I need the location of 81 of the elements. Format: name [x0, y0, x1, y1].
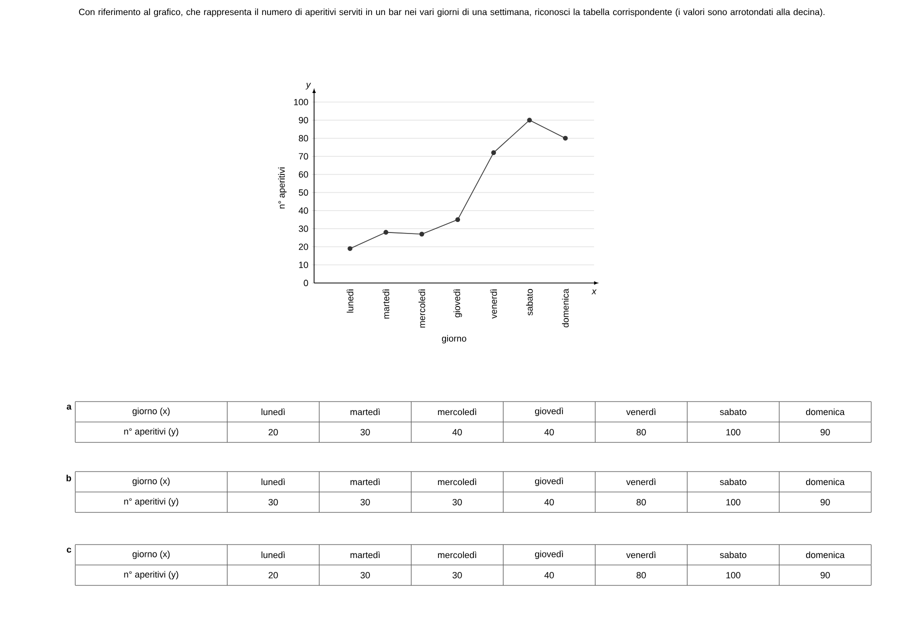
x-tick-label: giovedì: [453, 289, 462, 318]
x-tick-label: martedì: [382, 289, 390, 319]
y-tick-label: 60: [298, 171, 308, 178]
point: [384, 230, 388, 235]
text: 30: [268, 498, 278, 506]
text: 40: [544, 428, 554, 436]
point: [419, 232, 424, 237]
x-tick-label: sabato: [526, 289, 533, 316]
text: 30: [452, 572, 462, 578]
text: lunedì: [262, 478, 285, 486]
x-tick-label: venerdì: [490, 289, 497, 319]
y-tick-label: 20: [298, 244, 308, 250]
text: giorno (x): [132, 478, 170, 486]
x-tick-label: mercoledì: [418, 289, 426, 328]
text: martedì: [350, 408, 380, 416]
text: c: [66, 548, 72, 553]
text: giorno (x): [132, 408, 170, 416]
y-tick-label: 0: [304, 280, 308, 286]
text: 80: [636, 428, 646, 436]
text: 90: [820, 572, 830, 578]
point: [455, 217, 460, 222]
text: 90: [820, 498, 830, 506]
text: domenica: [806, 408, 845, 416]
text: venerdì: [626, 551, 656, 558]
text: 100: [726, 428, 740, 436]
point: [562, 136, 568, 141]
text: 30: [452, 498, 462, 506]
text: sabato: [720, 408, 746, 416]
x-axis-title: giorno: [442, 335, 466, 344]
text: venerdì: [626, 408, 656, 416]
text: mercoledì: [438, 551, 476, 558]
x-tick-label: domenica: [562, 288, 569, 328]
text: 80: [636, 498, 646, 506]
y-tick-label: 100: [294, 98, 308, 106]
text: 40: [544, 572, 554, 578]
text: sabato: [720, 478, 746, 486]
text: 20: [268, 428, 278, 436]
x-tick-label: lunedì: [346, 289, 354, 313]
chart-title: Con riferimento al grafico, che rappresenta il numero di aperitivi serviti in un bar nei vari giorni di una settimana, riconosci la tabella corrispondente (i valori sono arrotondati alla decina).: [78, 8, 824, 17]
y-tick-label: 80: [298, 135, 308, 142]
y-tick-label: 90: [298, 116, 308, 124]
text: 30: [360, 498, 370, 506]
text: giorno (x): [132, 550, 170, 559]
y-tick-label: 10: [299, 262, 308, 268]
point: [348, 246, 352, 252]
text: n° aperitivi (y): [124, 498, 178, 506]
text: n° aperitivi (y): [124, 428, 178, 436]
text: b: [66, 474, 72, 482]
y-tick-label: 70: [298, 153, 308, 160]
text: giovedì: [535, 550, 564, 560]
y-tick-label: 40: [298, 207, 308, 214]
text: domenica: [806, 551, 845, 558]
text: mercoledì: [438, 408, 476, 416]
text: 20: [268, 572, 278, 578]
y-axis-title: n° aperitivi: [278, 168, 287, 208]
text: n° aperitivi (y): [124, 570, 178, 580]
text: giovedì: [535, 478, 564, 486]
text: y: [306, 82, 312, 90]
point: [491, 150, 496, 156]
text: 30: [360, 572, 370, 578]
y-tick-label: 30: [298, 226, 308, 232]
point: [527, 118, 532, 123]
text: giovedì: [535, 408, 564, 416]
text: lunedì: [262, 551, 285, 558]
text: sabato: [720, 551, 746, 558]
text: venerdì: [626, 478, 656, 486]
text: 30: [360, 428, 370, 436]
text: 80: [636, 572, 646, 578]
text: a: [66, 404, 72, 410]
text: martedì: [350, 551, 380, 558]
text: domenica: [806, 478, 845, 486]
text: mercoledì: [438, 478, 476, 486]
text: 40: [544, 498, 554, 506]
text: 100: [726, 498, 740, 506]
text: 90: [820, 428, 830, 436]
y-tick-label: 50: [298, 189, 308, 196]
text: 100: [726, 572, 740, 578]
text: x: [591, 290, 597, 294]
text: martedì: [350, 478, 380, 486]
text: lunedì: [262, 408, 285, 416]
text: 40: [452, 428, 462, 436]
